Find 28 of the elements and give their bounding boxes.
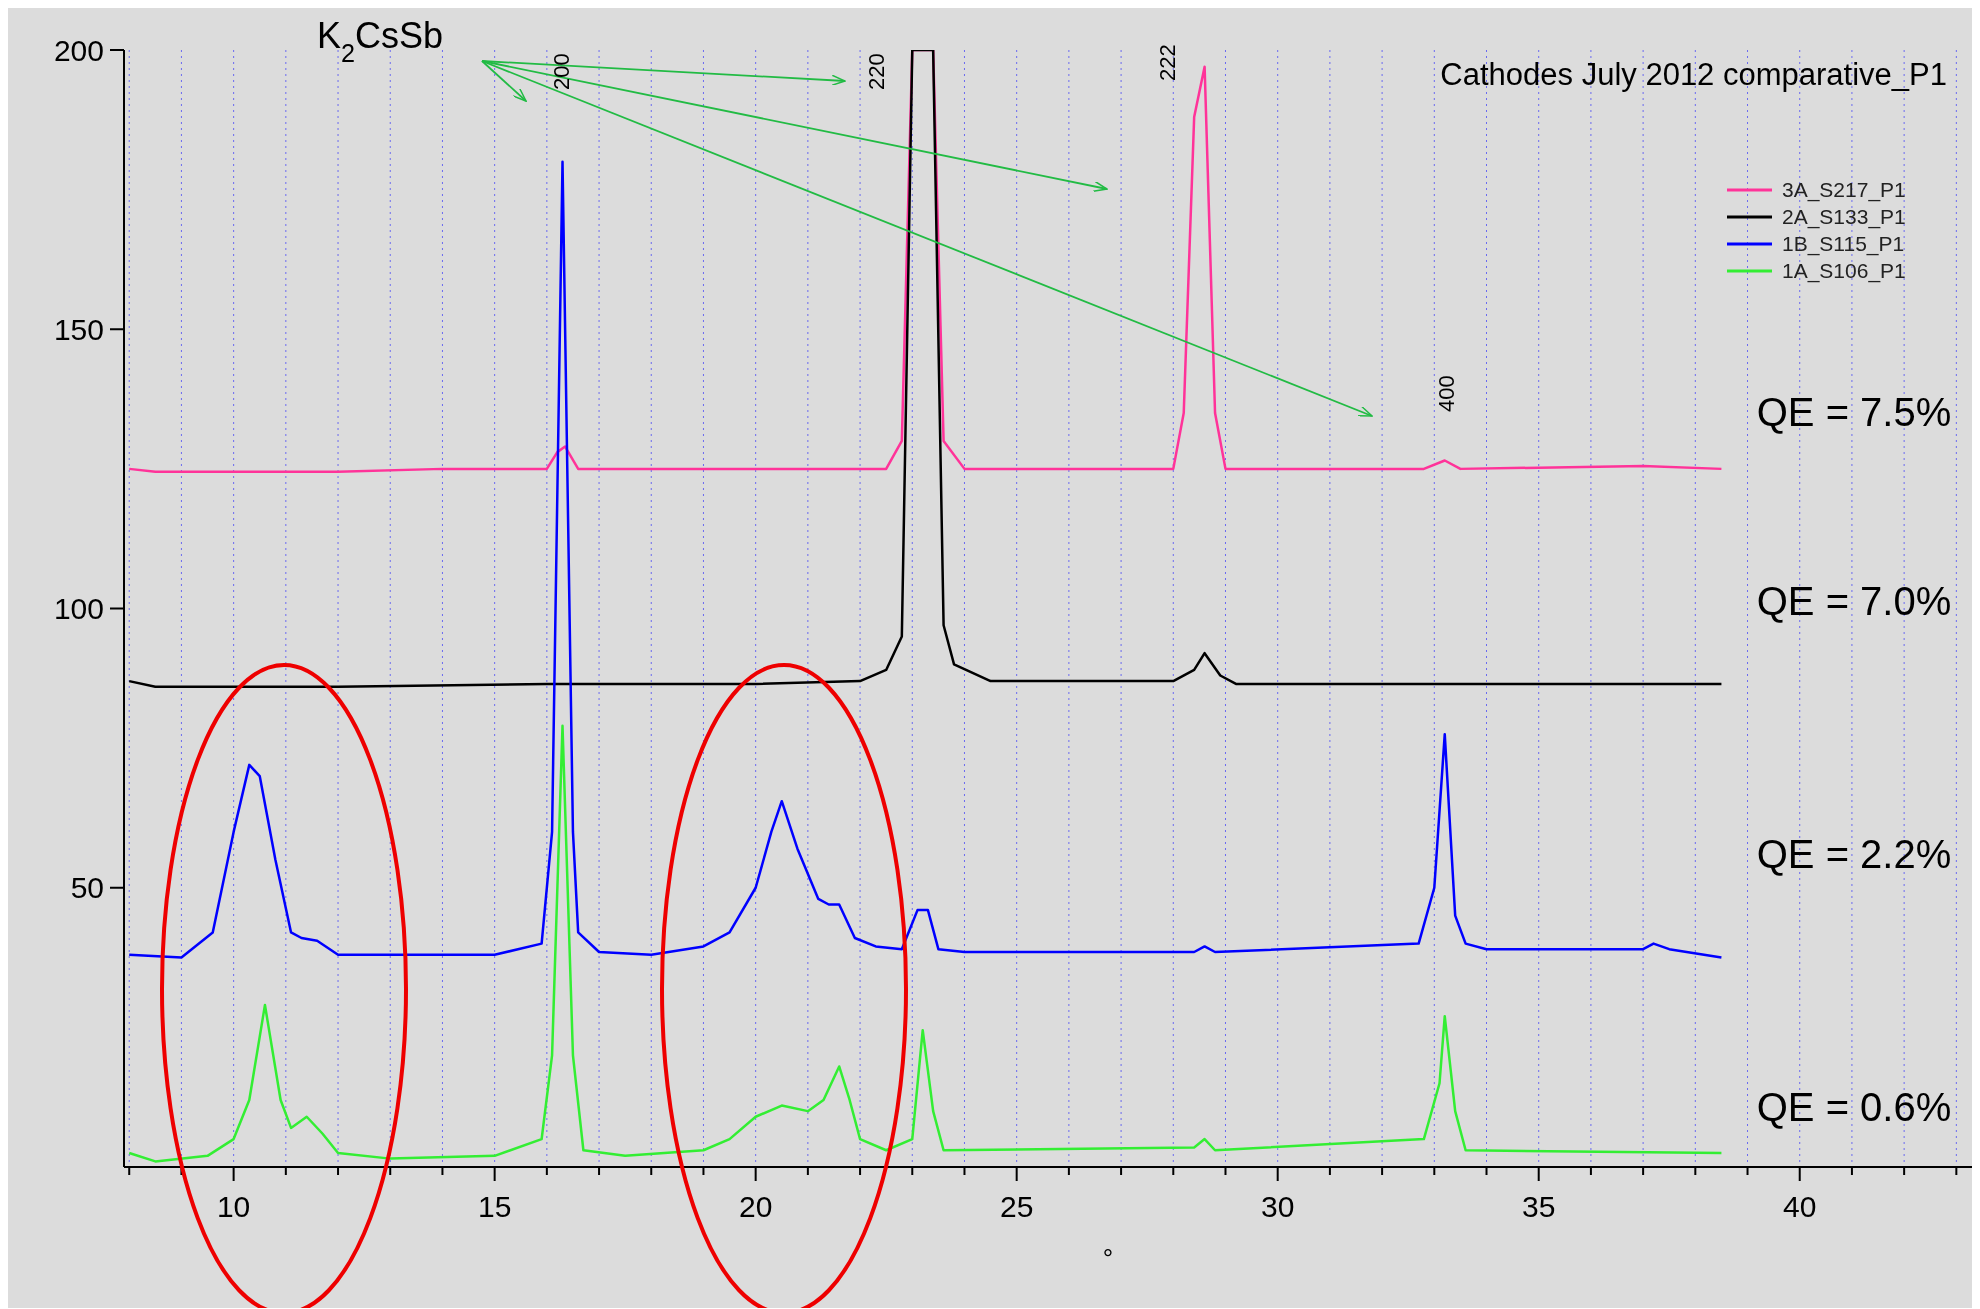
line-series	[127, 160, 1723, 959]
x-tick-label: 30	[1261, 1190, 1295, 1223]
annotation: 200	[549, 53, 574, 90]
annotation: 220	[864, 53, 889, 90]
y-tick-label: 100	[53, 592, 104, 625]
chart-title: Cathodes July 2012 comparative_P1	[1440, 57, 1947, 92]
x-tick-label: 15	[477, 1190, 512, 1223]
legend-label: 3A_S217_P1	[1782, 178, 1906, 203]
line-series	[127, 724, 1723, 1163]
y-tick-label: 200	[53, 33, 104, 67]
x-tick-label: 35	[1522, 1190, 1556, 1223]
y-tick-label: 150	[53, 312, 104, 346]
annotation: QE = 0.6%	[1756, 1085, 1952, 1129]
legend-label: 2A_S133_P1	[1782, 205, 1906, 230]
annotation: 400	[1434, 375, 1459, 412]
annotation: K$_{2}$CsSb	[316, 15, 444, 67]
annotation: 222	[1155, 44, 1180, 81]
annotation: QE = 7.0%	[1756, 579, 1952, 623]
annotation: QE = 2.2%	[1756, 832, 1952, 876]
x-tick-label: 10	[216, 1190, 251, 1223]
x-tick-label: 20	[738, 1190, 773, 1223]
y-tick-label: 50	[70, 871, 104, 905]
x-axis-title: °	[1102, 1243, 1114, 1273]
legend-label: 1A_S106_P1	[1782, 259, 1906, 284]
x-tick-label: 40	[1783, 1190, 1817, 1223]
legend-label: 1B_S115_P1	[1782, 232, 1905, 257]
annotation: QE = 7.5%	[1756, 390, 1952, 434]
x-tick-label: 25	[999, 1190, 1034, 1223]
